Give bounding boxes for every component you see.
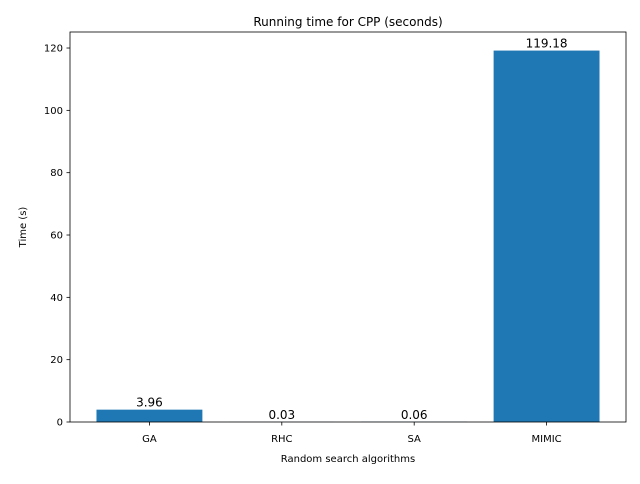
y-tick-label: 60 [50, 231, 63, 242]
x-axis-title: Random search algorithms [281, 454, 415, 465]
y-tick-label: 100 [44, 106, 63, 117]
y-tick-label: 80 [50, 168, 63, 179]
y-tick-label: 120 [44, 44, 63, 55]
y-axis-title: Time (s) [18, 207, 29, 249]
data-label-mimic: 119.18 [526, 37, 568, 51]
data-label-rhc: 0.03 [268, 408, 295, 422]
bar-ga [96, 410, 202, 422]
y-tick-label: 40 [50, 293, 63, 304]
data-label-ga: 3.96 [136, 396, 163, 410]
bar-mimic [494, 51, 600, 422]
x-tick-label: RHC [271, 434, 292, 445]
x-tick-label: MIMIC [532, 434, 562, 445]
chart-title: Running time for CPP (seconds) [253, 15, 442, 29]
x-tick-label: GA [142, 434, 157, 445]
y-tick-label: 0 [57, 418, 63, 429]
data-label-sa: 0.06 [401, 408, 428, 422]
y-tick-label: 20 [50, 355, 63, 366]
x-tick-label: SA [408, 434, 422, 445]
